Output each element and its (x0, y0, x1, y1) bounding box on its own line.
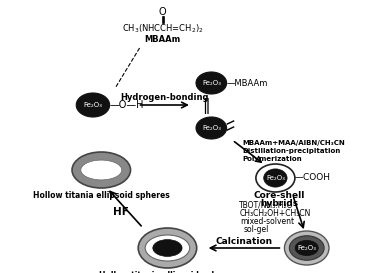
Ellipse shape (72, 152, 131, 188)
Ellipse shape (81, 160, 122, 180)
Text: Fe₂O₃: Fe₂O₃ (202, 125, 221, 131)
Text: —MBAAm: —MBAAm (227, 79, 268, 88)
Text: Fe₂O₃: Fe₂O₃ (83, 102, 102, 108)
Text: Fe₂O₃: Fe₂O₃ (297, 245, 316, 251)
Ellipse shape (153, 240, 182, 256)
Text: CH₃CH₂OH+CH₃CN: CH₃CH₂OH+CH₃CN (239, 209, 310, 218)
Ellipse shape (145, 235, 190, 261)
Text: MBAAm: MBAAm (144, 34, 181, 43)
Text: TBOT/NH₃.H₂O: TBOT/NH₃.H₂O (239, 200, 294, 209)
Text: —O—H: —O—H (110, 100, 144, 110)
Text: MBAAm+MAA/AIBN/CH₃CN: MBAAm+MAA/AIBN/CH₃CN (243, 140, 345, 146)
Text: sol-gel: sol-gel (244, 224, 269, 233)
Ellipse shape (285, 231, 329, 265)
Text: ‖: ‖ (202, 98, 210, 114)
Text: Fe₂O₃: Fe₂O₃ (266, 175, 285, 181)
Ellipse shape (196, 117, 227, 139)
Text: Calcination: Calcination (216, 236, 272, 245)
Text: —COOH: —COOH (295, 174, 331, 182)
Text: Fe₂O₃: Fe₂O₃ (202, 80, 221, 86)
Ellipse shape (289, 236, 324, 260)
Text: mixed-solvent: mixed-solvent (241, 216, 295, 225)
Ellipse shape (295, 240, 318, 256)
Text: Hydrogen-bonding: Hydrogen-bonding (120, 93, 209, 102)
Text: CH$_3$(NHCCH=CH$_2$)$_2$: CH$_3$(NHCCH=CH$_2$)$_2$ (122, 23, 203, 35)
Text: Hollow titania ellipsoid spheres: Hollow titania ellipsoid spheres (33, 191, 170, 200)
Text: Polymerization: Polymerization (243, 156, 302, 162)
Text: hybrids: hybrids (260, 200, 298, 209)
Text: O: O (159, 7, 166, 17)
Ellipse shape (196, 72, 227, 94)
Text: Hollow titania ellipsoid spheres: Hollow titania ellipsoid spheres (99, 271, 236, 273)
Ellipse shape (256, 164, 295, 192)
Text: HF: HF (113, 207, 129, 217)
Ellipse shape (264, 169, 287, 187)
Ellipse shape (138, 228, 197, 268)
Text: Distillation-precipitation: Distillation-precipitation (243, 148, 341, 154)
Text: Core-shell: Core-shell (253, 191, 305, 200)
Ellipse shape (76, 93, 110, 117)
